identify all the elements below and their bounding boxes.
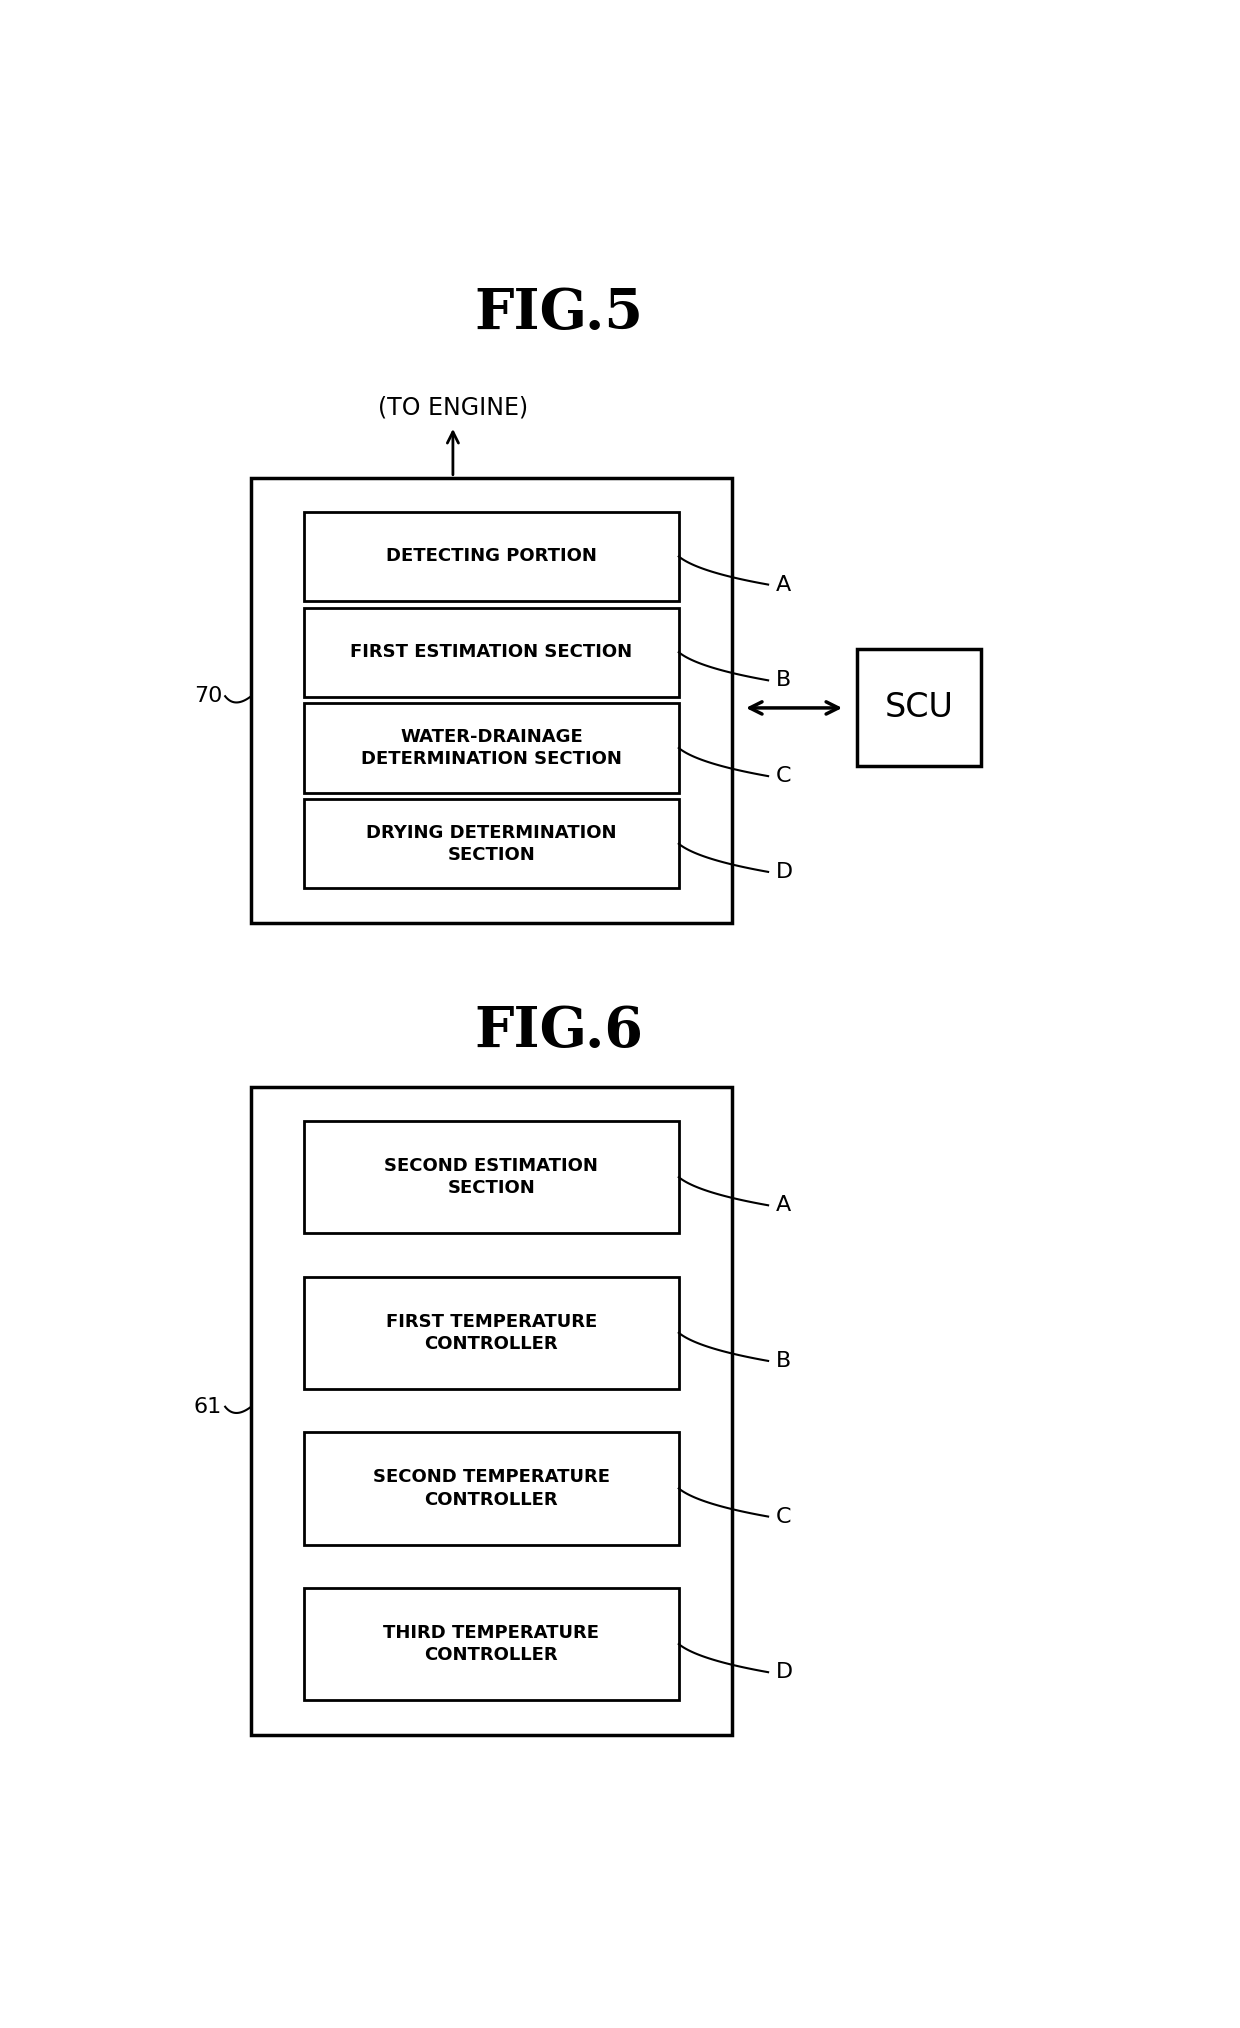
Text: B: B: [776, 1351, 791, 1371]
Text: FIRST TEMPERATURE
CONTROLLER: FIRST TEMPERATURE CONTROLLER: [386, 1312, 596, 1353]
FancyBboxPatch shape: [857, 649, 982, 767]
FancyBboxPatch shape: [304, 511, 678, 600]
FancyBboxPatch shape: [250, 477, 732, 923]
FancyBboxPatch shape: [304, 1588, 678, 1699]
Text: A: A: [776, 1194, 791, 1215]
Text: DETECTING PORTION: DETECTING PORTION: [386, 548, 596, 566]
Text: 61: 61: [193, 1397, 222, 1418]
FancyBboxPatch shape: [304, 704, 678, 793]
Text: SECOND ESTIMATION
SECTION: SECOND ESTIMATION SECTION: [384, 1158, 598, 1197]
Text: C: C: [776, 1507, 791, 1527]
Text: FIG.6: FIG.6: [474, 1004, 644, 1059]
FancyBboxPatch shape: [304, 1432, 678, 1545]
Text: FIG.5: FIG.5: [474, 286, 644, 341]
Text: DRYING DETERMINATION
SECTION: DRYING DETERMINATION SECTION: [366, 823, 616, 864]
Text: A: A: [776, 574, 791, 594]
Text: 70: 70: [193, 685, 222, 706]
Text: B: B: [776, 671, 791, 690]
Text: THIRD TEMPERATURE
CONTROLLER: THIRD TEMPERATURE CONTROLLER: [383, 1624, 599, 1665]
FancyBboxPatch shape: [304, 1276, 678, 1389]
Text: D: D: [776, 1663, 792, 1681]
Text: FIRST ESTIMATION SECTION: FIRST ESTIMATION SECTION: [350, 643, 632, 661]
FancyBboxPatch shape: [304, 799, 678, 888]
Text: (TO ENGINE): (TO ENGINE): [378, 395, 528, 420]
Text: C: C: [776, 767, 791, 787]
Text: D: D: [776, 862, 792, 882]
FancyBboxPatch shape: [304, 608, 678, 698]
FancyBboxPatch shape: [250, 1087, 732, 1734]
Text: SCU: SCU: [884, 692, 954, 724]
Text: SECOND TEMPERATURE
CONTROLLER: SECOND TEMPERATURE CONTROLLER: [373, 1468, 610, 1509]
FancyBboxPatch shape: [304, 1121, 678, 1233]
Text: WATER-DRAINAGE
DETERMINATION SECTION: WATER-DRAINAGE DETERMINATION SECTION: [361, 728, 621, 769]
